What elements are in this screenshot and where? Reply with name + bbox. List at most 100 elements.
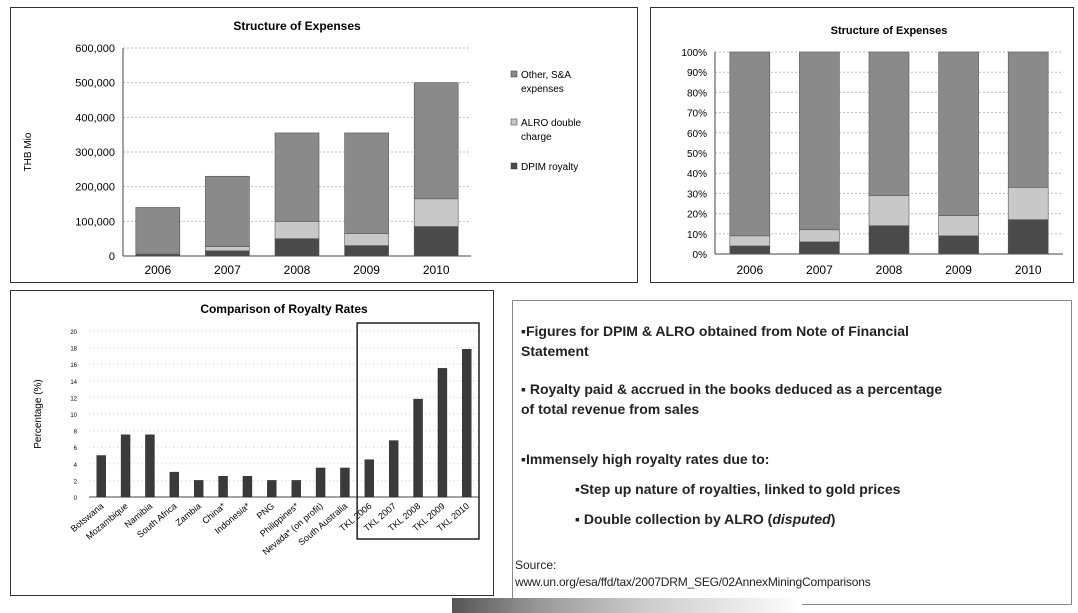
expense-percent-chart-panel: Structure of Expenses 100% 90% 80% 70% 60% 50%… [650, 7, 1074, 283]
bar-segment [729, 51, 771, 237]
y-tick-label: 2 [74, 479, 78, 485]
y-tick-label: 70% [687, 109, 707, 120]
bar-segment [729, 245, 771, 255]
legend-swatch [510, 70, 518, 78]
legend-label: Other, S&A [521, 70, 571, 81]
chart-title: Structure of Expenses [233, 19, 361, 33]
bar [364, 459, 375, 498]
y-tick-label: 18 [70, 347, 77, 353]
y-tick-label: 6 [74, 446, 78, 452]
note-line-2a: ▪ Royalty paid & accrued in the books de… [521, 381, 943, 397]
y-tick-label: 20% [687, 210, 707, 221]
y-tick-label: 0% [693, 250, 708, 261]
bar-segment [274, 221, 320, 239]
legend-swatch [510, 162, 518, 170]
y-tick-label: 40% [687, 169, 707, 180]
bar-segment [868, 225, 910, 255]
bar [437, 368, 448, 498]
bar [267, 480, 277, 498]
bar-segment [868, 195, 910, 227]
bar-segment [938, 51, 979, 216]
expense-chart-panel: Structure of Expenses 600,000 500,000 400,0… [10, 7, 638, 283]
bar-segment [868, 51, 910, 196]
bar-segment [799, 241, 840, 255]
legend-label: ALRO double [521, 118, 581, 129]
legend-label-cont: charge [521, 132, 552, 143]
bar [193, 480, 204, 498]
bar-segment [413, 226, 459, 257]
bar [291, 480, 301, 498]
bar-segment [274, 132, 320, 222]
x-tick-label: 2007 [214, 263, 241, 277]
bar [388, 440, 399, 498]
legend-label-cont: expenses [521, 84, 564, 95]
bar-segment [344, 132, 389, 234]
bar [96, 455, 106, 498]
bar-segment [344, 245, 389, 257]
note-line-1b: Statement [521, 343, 589, 359]
bar-segment [205, 175, 250, 247]
bar [145, 434, 155, 498]
bar-segment [205, 250, 250, 257]
bar-segment [135, 207, 181, 254]
y-tick-label: 8 [74, 430, 78, 436]
bar [242, 476, 253, 498]
note-line-1a: ▪Figures for DPIM & ALRO obtained from N… [521, 323, 909, 339]
expense-percent-chart: Structure of Expenses 100% 90% 80% 70% 60% 50%… [681, 25, 1063, 277]
x-tick-label: 2010 [423, 263, 450, 277]
x-tick-label: Zambia [174, 501, 203, 528]
x-tick-label: 2006 [144, 263, 171, 277]
legend-label: DPIM royalty [521, 162, 578, 173]
y-tick-label: 10% [687, 230, 707, 241]
bar-segment [344, 233, 389, 246]
chart-title: Comparison of Royalty Rates [200, 302, 368, 316]
source-label: Source: [515, 558, 557, 572]
y-tick-label: 30% [687, 189, 707, 200]
bar [462, 349, 472, 498]
bar [340, 467, 350, 498]
y-tick-label: 12 [70, 396, 77, 402]
bar-segment [1007, 219, 1049, 255]
bar-segment [938, 235, 979, 255]
y-tick-label: 600,000 [75, 43, 115, 55]
bar-segment [1007, 51, 1049, 188]
x-tick-label: 2006 [736, 263, 763, 277]
bar-segment [799, 51, 840, 231]
y-tick-label: 90% [687, 68, 707, 79]
bar [413, 398, 423, 498]
y-tick-label: 100% [681, 48, 707, 59]
bar-segment [1007, 187, 1049, 220]
source-link[interactable]: www.un.org/esa/ffd/tax/2007DRM_SEG/02Ann… [515, 575, 871, 589]
note-line-5-emphasis: disputed [772, 511, 831, 527]
note-line-5: ▪ Double collection by ALRO (disputed) [575, 511, 835, 527]
bar [315, 467, 326, 498]
y-tick-label: 300,000 [75, 147, 115, 159]
bar-segment [413, 198, 459, 227]
y-tick-label: 100,000 [75, 216, 115, 228]
bar-segment [205, 246, 250, 252]
x-tick-label: 2010 [1015, 263, 1042, 277]
x-tick-label: 2008 [876, 263, 903, 277]
y-tick-label: 500,000 [75, 78, 115, 90]
y-tick-label: 60% [687, 129, 707, 140]
y-tick-label: 10 [70, 413, 77, 419]
chart-title: Structure of Expenses [831, 25, 948, 37]
y-tick-label: 0 [109, 251, 115, 263]
note-line-4: ▪Step up nature of royalties, linked to … [575, 481, 901, 497]
y-tick-label: 16 [70, 363, 77, 369]
bar-segment [799, 229, 840, 243]
bar-segment [274, 238, 320, 257]
y-tick-label: 400,000 [75, 112, 115, 124]
bar [169, 471, 180, 498]
legend-swatch [510, 118, 518, 126]
highlight-box [356, 322, 480, 540]
x-tick-label: 2009 [353, 263, 380, 277]
y-tick-label: 50% [687, 149, 707, 160]
y-tick-label: 0 [74, 496, 78, 502]
bar-segment [413, 82, 459, 200]
expense-structure-chart: Structure of Expenses 600,000 500,000 400,0… [23, 19, 581, 277]
x-tick-label: 2008 [284, 263, 311, 277]
y-tick-label: 14 [70, 380, 77, 386]
y-tick-label: 20 [70, 330, 77, 336]
notes-panel: ▪Figures for DPIM & ALRO obtained from N… [512, 300, 1072, 605]
